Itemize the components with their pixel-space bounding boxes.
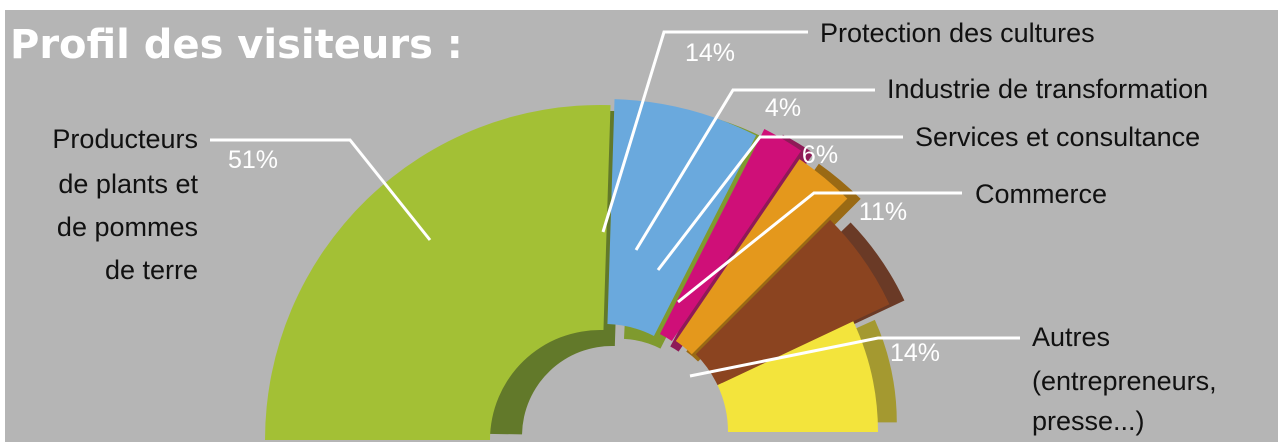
slice-label-producteurs-de-plants-et-de-pommes-de-terre: Producteurs xyxy=(52,124,198,154)
slice-label-autres-entrepreneurs-presse: (entrepreneurs, xyxy=(1032,366,1217,396)
slice-label-services-et-consultance: Services et consultance xyxy=(915,122,1200,152)
slice-value-protection-des-cultures: 14% xyxy=(685,39,735,67)
slice-label-commerce: Commerce xyxy=(975,179,1107,209)
slice-value-commerce: 11% xyxy=(859,198,907,226)
slice-producteurs-de-plants-et-de-pommes-de-terre xyxy=(265,104,611,440)
slice-services-et-consultance xyxy=(675,159,848,355)
slice-label-producteurs-de-plants-et-de-pommes-de-terre: de plants et xyxy=(58,169,198,199)
slice-label-producteurs-de-plants-et-de-pommes-de-terre: de pommes xyxy=(57,212,198,242)
leader-line-services-et-consultance xyxy=(656,135,903,271)
leader-line-industrie-de-transformation xyxy=(634,88,875,251)
slice-label-protection-des-cultures: Protection des cultures xyxy=(820,18,1095,48)
slice-label-autres-entrepreneurs-presse: presse...) xyxy=(1032,406,1145,436)
slice-value-producteurs-de-plants-et-de-pommes-de-terre: 51% xyxy=(228,146,278,174)
slice-value-services-et-consultance: 6% xyxy=(802,141,838,169)
leader-line-protection-des-cultures xyxy=(601,30,808,233)
slice-label-autres-entrepreneurs-presse: Autres xyxy=(1032,322,1110,352)
slice-commerce xyxy=(695,219,890,386)
chart-title: Profil des visiteurs : xyxy=(10,22,463,68)
leader-line-producteurs-de-plants-et-de-pommes-de-terre xyxy=(210,138,432,241)
slice-label-producteurs-de-plants-et-de-pommes-de-terre: de terre xyxy=(105,255,198,285)
slice-value-autres-entrepreneurs-presse: 14% xyxy=(890,339,940,367)
slice-protection-des-cultures xyxy=(607,99,757,336)
leader-line-autres-entrepreneurs-presse xyxy=(689,336,1020,378)
slice-label-industrie-de-transformation: Industrie de transformation xyxy=(887,74,1208,104)
leader-line-commerce xyxy=(677,191,962,304)
slice-value-industrie-de-transformation: 4% xyxy=(765,94,801,122)
slice-autres-entrepreneurs-presse xyxy=(717,321,878,432)
